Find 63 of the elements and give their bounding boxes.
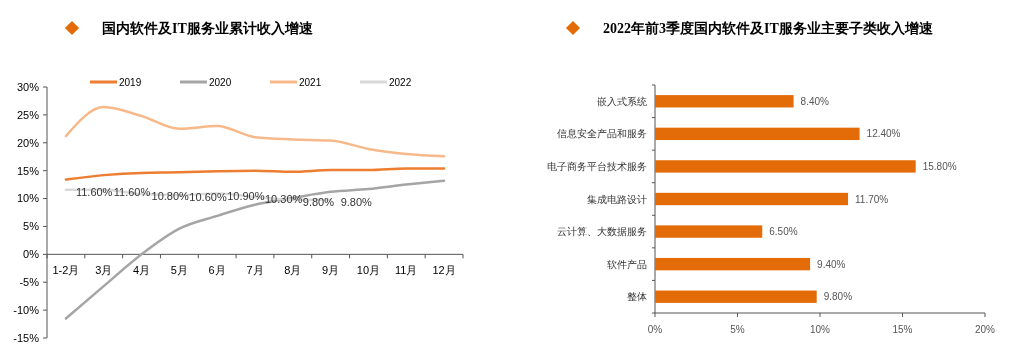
x-tick-label: 5月 bbox=[170, 264, 188, 277]
data-label: 11.60% bbox=[113, 185, 151, 198]
data-label: 10.80% bbox=[151, 190, 190, 203]
x-tick-label: 0% bbox=[647, 324, 663, 335]
y-tick-label: -10% bbox=[13, 303, 40, 316]
legend-label: 2019 bbox=[119, 77, 142, 88]
x-tick-label: 9月 bbox=[322, 264, 340, 277]
x-tick-label: 6月 bbox=[208, 264, 226, 277]
data-label: 11.70% bbox=[855, 193, 889, 205]
line-series bbox=[64, 105, 446, 158]
data-label: 9.40% bbox=[817, 258, 846, 270]
y-tick-label: 云计算、大数据服务 bbox=[557, 226, 647, 238]
y-tick-label: 信息安全产品和服务 bbox=[557, 128, 647, 140]
line-series bbox=[64, 167, 446, 181]
data-label: 10.90% bbox=[227, 189, 265, 202]
x-tick-label: 10% bbox=[809, 324, 831, 335]
y-tick-label: 15% bbox=[16, 164, 40, 177]
data-label: 8.40% bbox=[800, 95, 830, 107]
y-tick-label: -5% bbox=[19, 276, 40, 289]
bar bbox=[655, 225, 763, 238]
chart-title: 2022年前3季度国内软件及IT服务业主要子类收入增速 bbox=[603, 20, 934, 36]
x-tick-label: 20% bbox=[974, 324, 996, 335]
data-label: 9.80% bbox=[302, 195, 335, 208]
y-tick-label: 0% bbox=[23, 248, 40, 261]
y-tick-label: 20% bbox=[16, 136, 40, 149]
y-tick-label: 30% bbox=[16, 80, 40, 93]
bar bbox=[655, 95, 794, 108]
data-label: 15.80% bbox=[922, 160, 957, 172]
x-tick-label: 4月 bbox=[132, 264, 151, 277]
data-label: 6.50% bbox=[769, 226, 798, 238]
data-label: 10.60% bbox=[189, 191, 227, 204]
bar bbox=[655, 290, 817, 303]
x-tick-label: 12月 bbox=[432, 264, 456, 277]
y-tick-label: 集成电路设计 bbox=[587, 193, 647, 205]
y-tick-label: 5% bbox=[23, 220, 40, 233]
data-label: 11.60% bbox=[75, 185, 113, 198]
y-tick-label: 10% bbox=[16, 192, 40, 205]
x-tick-label: 11月 bbox=[395, 264, 418, 277]
data-label: 12.40% bbox=[866, 128, 901, 140]
x-tick-label: 3月 bbox=[95, 264, 113, 277]
y-tick-label: 软件产品 bbox=[607, 258, 647, 270]
bar bbox=[655, 127, 860, 141]
x-tick-label: 15% bbox=[892, 324, 913, 335]
bar bbox=[655, 192, 849, 206]
x-tick-label: 5% bbox=[730, 324, 745, 335]
chart-title: 国内软件及IT服务业累计收入增速 bbox=[102, 21, 314, 36]
legend-label: 2021 bbox=[299, 77, 322, 88]
legend-label: 2020 bbox=[209, 77, 232, 88]
x-tick-label: 7月 bbox=[246, 264, 264, 277]
y-tick-label: 25% bbox=[16, 108, 40, 121]
y-tick-label: 电子商务平台技术服务 bbox=[547, 160, 647, 172]
y-tick-label: 嵌入式系统 bbox=[597, 95, 647, 107]
y-tick-label: -15% bbox=[13, 331, 40, 344]
data-label: 9.80% bbox=[823, 291, 853, 303]
bar bbox=[655, 257, 811, 271]
x-tick-label: 1-2月 bbox=[52, 264, 80, 277]
x-tick-label: 10月 bbox=[356, 264, 381, 277]
data-label: 10.30% bbox=[265, 192, 303, 205]
data-label: 9.80% bbox=[340, 195, 373, 208]
y-tick-label: 整体 bbox=[627, 291, 647, 303]
legend-label: 2022 bbox=[389, 77, 412, 88]
x-tick-label: 8月 bbox=[284, 264, 302, 277]
bar bbox=[655, 160, 916, 173]
